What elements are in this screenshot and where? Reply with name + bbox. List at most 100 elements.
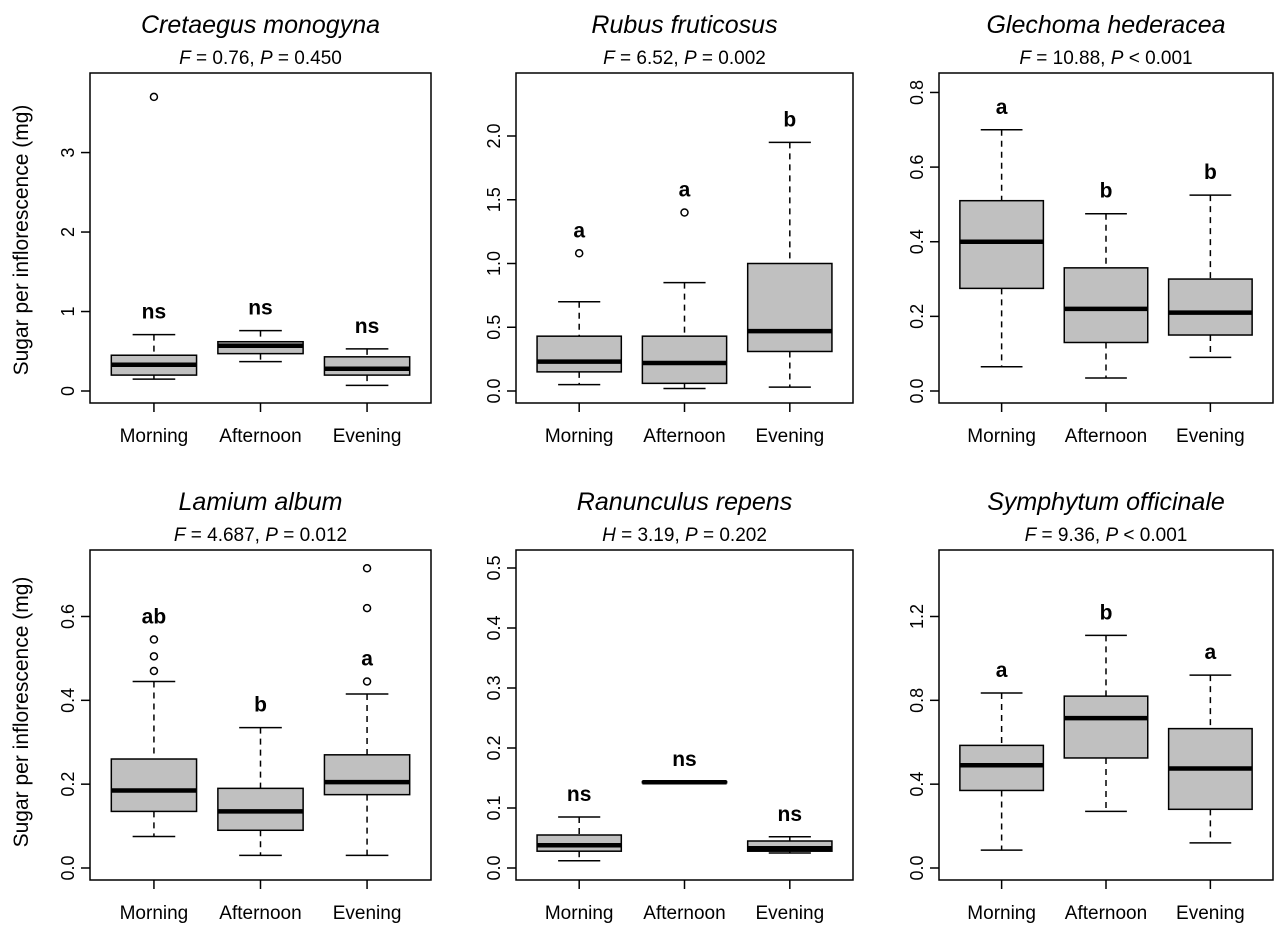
box-iqr [959, 744, 1045, 792]
panel-title: Cretaegus monogyna [141, 11, 380, 39]
panel-title: Ranunculus repens [577, 488, 792, 516]
y-tick-label: 1 [58, 307, 78, 317]
x-tick-label: Evening [755, 426, 824, 447]
y-tick-label: 0.8 [907, 80, 927, 105]
x-tick-label: Afternoon [1065, 903, 1147, 924]
panel-title: Symphytum officinale [987, 488, 1225, 516]
y-tick-label: 0.4 [907, 229, 927, 254]
panel-2: Rubus fruticosus F = 6.52, P = 0.002 0.0 0.… [484, 11, 854, 447]
y-tick-label: 0.4 [484, 615, 504, 640]
box-iqr [536, 335, 623, 373]
box-afternoon: b [1063, 180, 1149, 379]
significance-label: b [1100, 601, 1113, 624]
box-evening: a [323, 564, 411, 857]
significance-label: ns [355, 315, 380, 338]
box-iqr [1167, 278, 1253, 336]
x-tick-label: Afternoon [219, 426, 301, 447]
panel-stat: F = 0.76, P = 0.450 [179, 48, 342, 69]
y-tick-label: 0.2 [484, 735, 504, 760]
x-tick-label: Evening [333, 426, 402, 447]
panel-stat: F = 10.88, P < 0.001 [1019, 48, 1192, 69]
box-morning: ns [536, 783, 623, 862]
panel-6: Symphytum officinale F = 9.36, P < 0.001 0… [907, 488, 1274, 924]
x-tick-label: Morning [967, 426, 1036, 447]
box-evening: b [1167, 161, 1253, 359]
x-tick-label: Morning [120, 903, 189, 924]
panel-4: Lamium album F = 4.687, P = 0.012 0.0 0.2 0.… [58, 488, 432, 924]
y-tick-label: 0.8 [907, 688, 927, 713]
significance-label: b [783, 108, 796, 131]
box-morning: a [536, 219, 623, 386]
significance-label: a [679, 179, 691, 202]
panel-title: Glechoma hederacea [986, 11, 1225, 39]
box-iqr [110, 758, 198, 813]
significance-label: ns [672, 748, 697, 771]
outlier-point [574, 249, 584, 258]
outlier-point [362, 677, 372, 686]
box-iqr [746, 262, 833, 353]
y-tick-label: 0.2 [907, 304, 927, 329]
box-morning: ns [110, 92, 198, 380]
x-tick-label: Morning [967, 903, 1036, 924]
panel-5: Ranunculus repens H = 3.19, P = 0.202 0.0 0… [484, 488, 854, 924]
significance-label: b [1100, 180, 1113, 203]
y-tick-label: 0.0 [907, 378, 927, 403]
y-tick-label: 1.2 [907, 604, 927, 629]
y-tick-label: 0.0 [907, 855, 927, 880]
y-tick-label: 3 [58, 148, 78, 158]
y-tick-label: 0.0 [484, 378, 504, 403]
y-tick-label: 0.0 [58, 855, 78, 880]
y-tick-label: 2 [58, 227, 78, 237]
panels: Cretaegus monogyna F = 0.76, P = 0.450 0 1 2… [58, 11, 1274, 924]
significance-label: a [361, 647, 373, 670]
outlier-point [362, 603, 372, 613]
box-morning: a [959, 96, 1045, 368]
x-tick-label: Evening [1176, 426, 1245, 447]
x-tick-label: Evening [1176, 903, 1245, 924]
y-tick-label: 2.0 [484, 123, 504, 148]
box-afternoon: a [641, 179, 728, 390]
outlier-point [149, 652, 159, 661]
x-tick-label: Morning [545, 426, 614, 447]
significance-label: b [254, 694, 267, 717]
significance-label: b [1204, 161, 1217, 184]
significance-label: ab [142, 606, 167, 629]
box-iqr [323, 754, 411, 796]
y-tick-label: 0.6 [907, 155, 927, 180]
x-tick-label: Afternoon [219, 903, 301, 924]
box-iqr [1063, 695, 1149, 759]
x-tick-label: Evening [755, 903, 824, 924]
y-tick-label: 0.4 [907, 772, 927, 797]
outlier-point [149, 92, 159, 102]
y-tick-label: 0 [58, 386, 78, 396]
box-morning: a [959, 659, 1045, 851]
y-tick-label: 0.5 [484, 555, 504, 580]
y-tick-label: 0.0 [484, 855, 504, 880]
y-tick-label: 0.2 [58, 772, 78, 797]
significance-label: a [573, 219, 585, 242]
panel-stat: F = 4.687, P = 0.012 [174, 525, 347, 546]
y-tick-label: 1.0 [484, 251, 504, 276]
significance-label: a [996, 659, 1008, 682]
panel-stat: H = 3.19, P = 0.202 [602, 525, 767, 546]
panel-stat: F = 6.52, P = 0.002 [603, 48, 766, 69]
outlier-point [362, 564, 372, 573]
outlier-point [680, 208, 689, 217]
box-evening: ns [746, 803, 833, 854]
y-axis-label-bottom: Sugar per inflorescence (mg) [10, 577, 33, 848]
outlier-point [149, 635, 159, 644]
box-evening: b [746, 108, 833, 388]
box-afternoon: b [1063, 601, 1149, 813]
x-tick-label: Afternoon [643, 903, 725, 924]
y-tick-label: 1.5 [484, 187, 504, 212]
box-afternoon: ns [641, 748, 728, 785]
box-iqr [959, 199, 1045, 290]
plot-frame [515, 549, 854, 881]
panel-stat: F = 9.36, P < 0.001 [1025, 525, 1188, 546]
box-afternoon: b [217, 694, 304, 857]
box-evening: a [1167, 641, 1253, 844]
box-morning: ab [110, 606, 198, 838]
significance-label: a [1205, 641, 1217, 664]
significance-label: ns [567, 783, 592, 806]
